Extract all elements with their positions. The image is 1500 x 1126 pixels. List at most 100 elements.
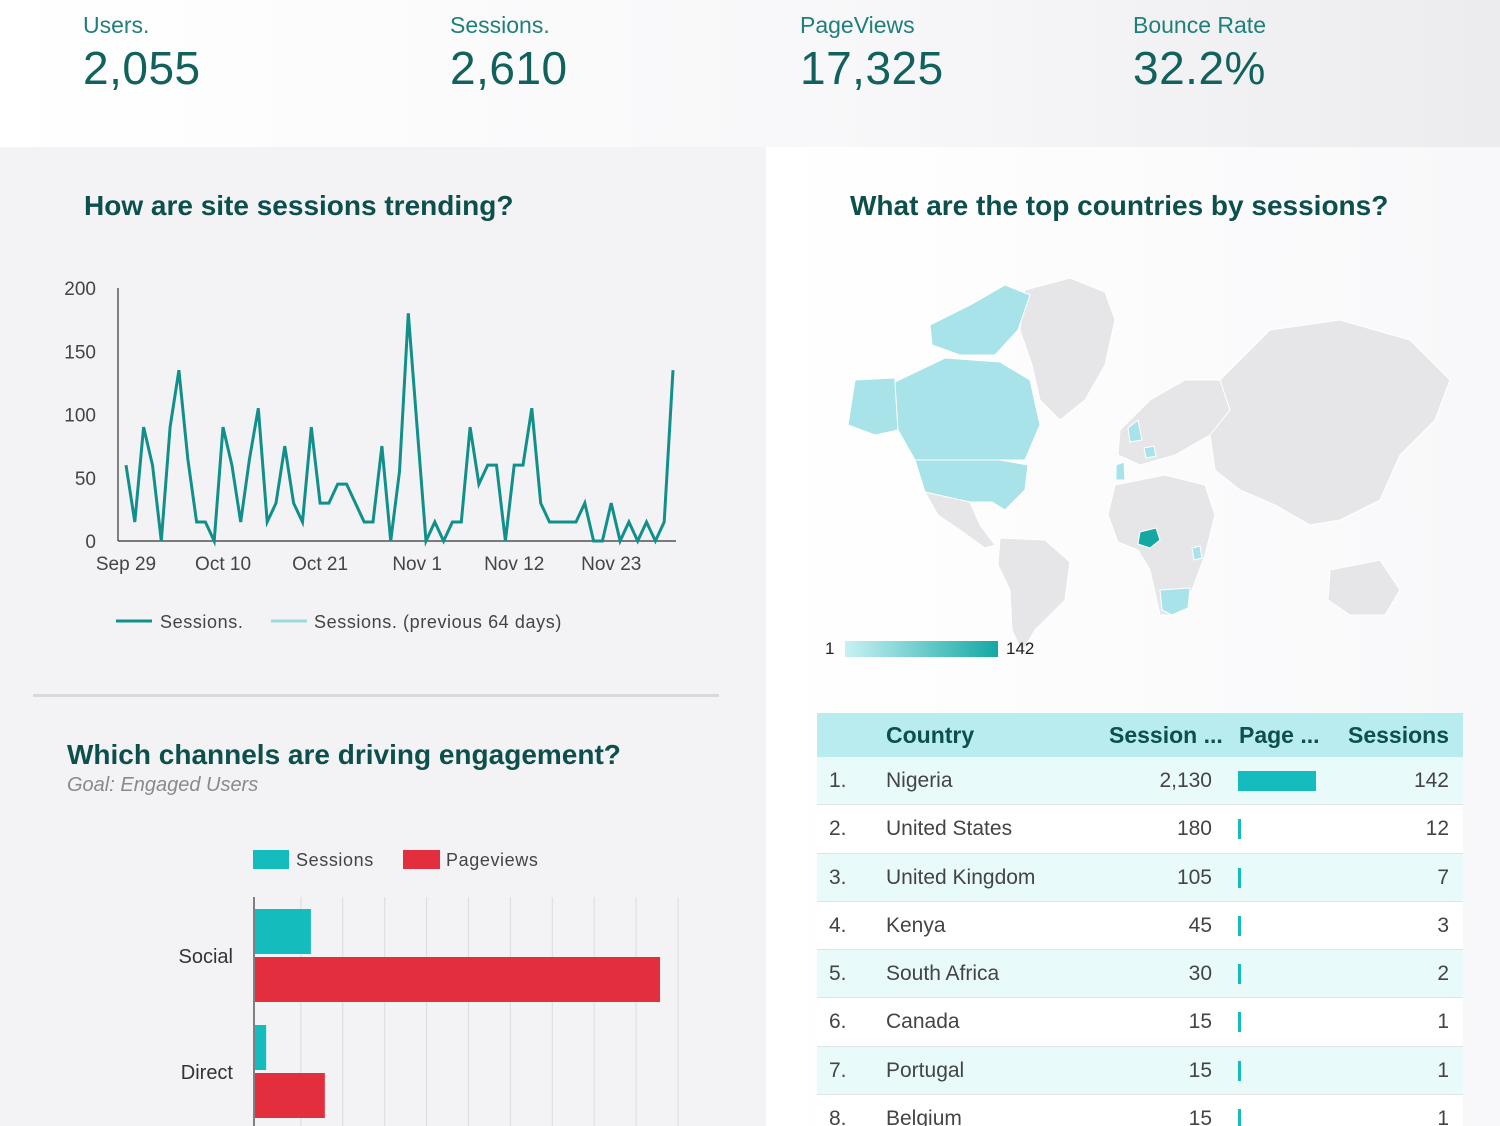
map-region-greenland [1019,277,1116,421]
bar-legend: Sessions Pageviews [253,850,538,870]
map-region-canada [894,357,1041,461]
x-tick-label: Nov 1 [392,554,442,575]
kpi-label: PageViews [800,12,915,38]
y-tick-label: 50 [75,469,96,490]
map-region-alaska [847,377,899,436]
row-index: 1. [829,769,847,792]
kpi-label: Sessions. [450,12,550,38]
page-share-bar [1238,915,1241,936]
map-scale-bar [845,641,998,657]
bar-pageviews-social[interactable] [255,957,661,1002]
category-label: Social [179,946,233,968]
bar-sessions-direct[interactable] [255,1025,267,1070]
kpi-sessions[interactable]: Sessions. 2,610 [450,12,568,95]
map-region-asia [1209,319,1451,526]
world-map[interactable]: 1 142 [820,270,1460,670]
session-value: 45 [1188,913,1212,937]
map-region-nigeria [1137,527,1161,549]
row-index: 6. [829,1010,847,1034]
col-header-country[interactable]: Country [886,722,975,748]
map-region-australia [1327,559,1401,616]
map-region-kenya [1191,545,1203,561]
sessions-value: 1 [1437,1058,1449,1082]
x-tick-label: Oct 10 [195,554,251,575]
country-name: Canada [886,1010,960,1034]
kpi-pageviews[interactable]: PageViews 17,325 [800,12,944,95]
legend-label-sessions: Sessions [296,850,374,870]
x-tick-label: Nov 12 [484,554,544,575]
map-region-central-america [924,491,996,549]
countries-title: What are the top countries by sessions? [850,190,1389,221]
col-header-page[interactable]: Page ... [1239,722,1320,748]
country-name: Portugal [886,1058,965,1082]
map-region-arctic-islands [929,284,1031,356]
map-region-portugal [1115,461,1126,481]
table-body: 1. Nigeria 2,130 142 2. United States 180 12 3. U… [817,757,1463,1126]
channels-bar-chart[interactable]: Sessions Pageviews Social Direct [150,840,710,1126]
map-scale-min: 1 [825,639,834,658]
table-row[interactable]: 7. Portugal 15 1 [817,1046,1463,1096]
legend-label-previous: Sessions. (previous 64 days) [314,612,562,632]
page-share-bar [1238,1060,1241,1081]
table-row[interactable]: 4. Kenya 45 3 [817,901,1463,951]
x-tick-label: Oct 21 [292,554,348,575]
table-row[interactable]: 2. United States 180 12 [817,805,1463,854]
legend-label-sessions: Sessions. [160,612,243,632]
y-tick-label: 150 [64,342,96,363]
sessions-value: 3 [1437,913,1449,937]
session-value: 15 [1188,1107,1212,1126]
map-region-united-kingdom [1127,419,1143,443]
country-name: United States [886,817,1013,841]
series-line-sessions [124,313,675,547]
countries-table: Country Session ... Page ... Sessions 1.… [817,713,1463,1126]
session-value: 180 [1176,817,1212,841]
map-region-belgium [1143,445,1157,459]
legend-swatch-sessions [253,850,289,869]
chart-legend: Sessions. Sessions. (previous 64 days) [116,612,562,632]
channels-title: Which channels are driving engagement? [67,739,621,770]
kpi-value: 2,055 [83,42,201,94]
bar-sessions-social[interactable] [255,909,311,954]
kpi-value: 32.2% [1133,42,1266,94]
table-row[interactable]: 8. Belgium 15 1 [817,1095,1463,1126]
kpi-label: Users. [83,12,150,38]
row-index: 7. [829,1058,847,1082]
table-row[interactable]: 5. South Africa 30 2 [817,950,1463,999]
map-region-south-america [997,537,1071,654]
page-share-bar [1238,1012,1241,1033]
sessions-value: 1 [1437,1107,1449,1126]
kpi-bounce-rate[interactable]: Bounce Rate 32.2% [1133,12,1266,95]
channels-subtitle: Goal: Engaged Users [67,774,259,796]
session-value: 15 [1188,1058,1212,1082]
table-row[interactable]: 6. Canada 15 1 [817,998,1463,1047]
session-value: 2,130 [1159,769,1212,792]
table-row[interactable]: 3. United Kingdom 105 7 [817,853,1463,902]
map-scale-max: 142 [1006,639,1034,658]
page-share-bar [1238,819,1241,840]
x-tick-label: Nov 23 [581,554,641,575]
section-divider [33,694,719,697]
page-share-bar [1238,771,1316,791]
kpi-strip: Users. 2,055 Sessions. 2,610 PageViews 1… [0,0,1500,147]
sessions-line-chart[interactable]: 0 50 100 150 200 Sep 29 Oct 10 Oct 21 Nov 1 Nov … [40,270,720,640]
country-name: Belgium [886,1107,962,1126]
sessions-value: 142 [1413,769,1449,792]
sessions-value: 12 [1425,817,1449,841]
map-region-south-africa [1159,587,1191,616]
row-index: 4. [829,913,847,937]
legend-swatch-pageviews [403,850,440,869]
category-label: Direct [181,1062,234,1084]
map-region-africa [1107,474,1216,616]
table-row[interactable]: 1. Nigeria 2,130 142 [817,757,1463,806]
row-index: 5. [829,962,847,986]
col-header-sessions[interactable]: Sessions [1348,722,1449,748]
page-share-bar [1238,964,1241,985]
sessions-value: 2 [1437,962,1449,986]
sessions-value: 1 [1437,1010,1449,1034]
col-header-session[interactable]: Session ... [1109,722,1223,748]
row-index: 3. [829,865,847,889]
bar-pageviews-direct[interactable] [255,1073,325,1118]
kpi-users[interactable]: Users. 2,055 [83,12,201,95]
country-name: South Africa [886,962,1000,986]
session-value: 15 [1188,1010,1212,1034]
